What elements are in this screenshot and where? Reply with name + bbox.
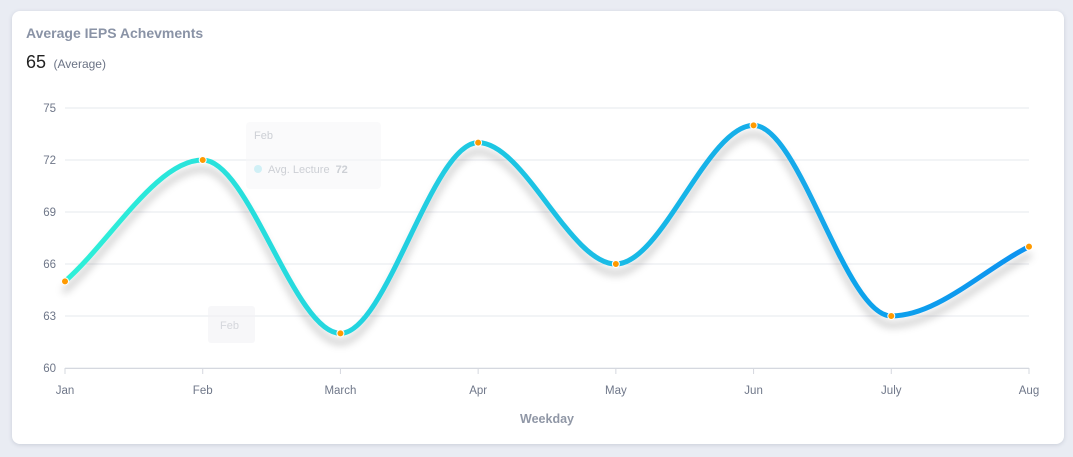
x-tick-label: Jun (744, 385, 763, 397)
x-tick-label: July (881, 385, 902, 397)
data-point-marker[interactable] (887, 312, 896, 320)
x-axis-title: Weekday (520, 412, 574, 426)
tooltip-value: 72 (335, 164, 348, 176)
data-point-marker[interactable] (198, 156, 207, 164)
tooltip-title: Feb (254, 130, 273, 142)
data-point-marker[interactable] (474, 138, 483, 147)
x-tick-label: Jan (56, 385, 75, 397)
y-tick-label: 66 (43, 259, 56, 271)
chart-card: Average IEPS Achevments 65 (Average) (12, 11, 1064, 444)
y-tick-label: 60 (43, 363, 56, 375)
data-point-marker[interactable] (336, 329, 345, 338)
data-point-marker[interactable] (749, 121, 758, 130)
tooltip-series-dot (254, 165, 262, 173)
card-title: Average IEPS Achevments (26, 25, 204, 41)
series-layer (62, 122, 1032, 336)
x-tick-label: March (324, 385, 356, 397)
y-axis-ticks: 75 72 69 66 63 60 (43, 103, 56, 375)
average-caption: (Average) (53, 57, 106, 71)
series-line[interactable] (62, 122, 1032, 336)
x-tick-label: Aug (1019, 385, 1039, 397)
x-axis-tooltip: Feb (208, 306, 255, 343)
average-value: 65 (26, 52, 47, 72)
x-tick-label: May (605, 385, 627, 397)
chart-tooltip: Feb Avg. Lecture 72 (246, 122, 381, 189)
tooltip-row: Avg. Lecture 72 (254, 164, 348, 176)
data-point-marker[interactable] (1025, 242, 1033, 251)
x-axis-tooltip-label: Feb (220, 320, 239, 332)
data-point-marker[interactable] (61, 277, 69, 286)
marker-layer (61, 121, 1033, 338)
x-axis: Jan Feb March Apr May Jun July Aug (56, 368, 1039, 397)
average-summary: 65 (Average) (26, 52, 106, 73)
y-tick-label: 69 (43, 207, 56, 219)
x-tick-label: Feb (193, 385, 213, 397)
data-point-marker[interactable] (611, 260, 620, 268)
tooltip-series-label: Avg. Lecture (268, 164, 330, 176)
y-tick-label: 75 (43, 103, 56, 115)
y-tick-label: 72 (43, 155, 56, 167)
x-tick-label: Apr (469, 385, 487, 397)
y-tick-label: 63 (43, 311, 56, 323)
